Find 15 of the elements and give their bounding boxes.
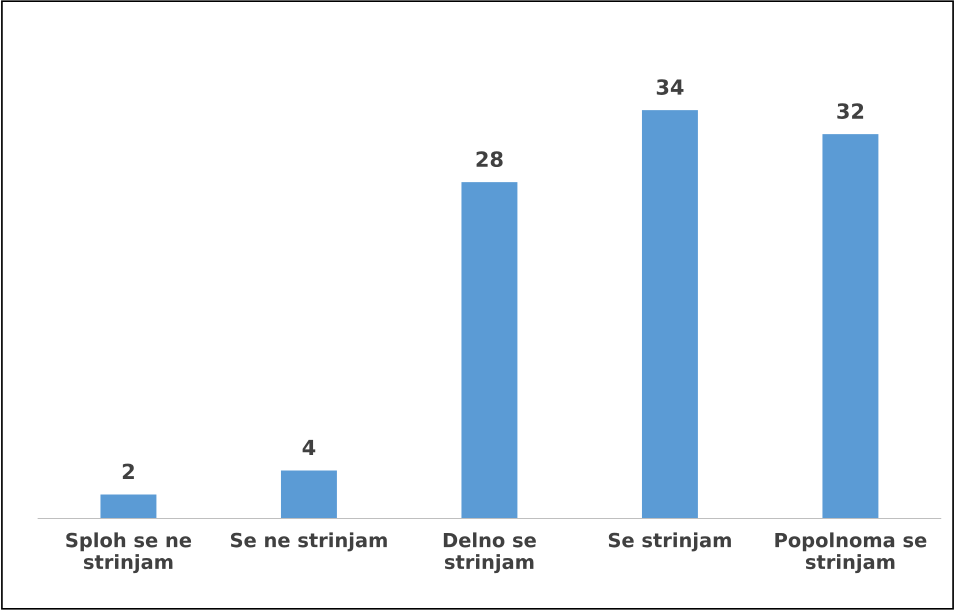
x-tick-label: Se ne strinjam — [230, 532, 387, 552]
data-label: 28 — [476, 151, 503, 168]
data-label: 4 — [302, 440, 316, 456]
bar — [100, 494, 156, 518]
data-label: 2 — [122, 464, 134, 480]
bar — [642, 110, 698, 518]
bar — [822, 134, 878, 518]
x-tick-label: Delno se strinjam — [444, 532, 536, 574]
x-tick-label: Se strinjam — [608, 532, 731, 552]
bar — [280, 470, 337, 518]
x-tick-label: Popolnoma se strinjam — [775, 532, 926, 574]
x-tick-label: Sploh se ne strinjam — [66, 532, 192, 574]
bar — [461, 182, 518, 518]
data-label: 32 — [837, 103, 864, 119]
data-label: 34 — [656, 79, 684, 95]
